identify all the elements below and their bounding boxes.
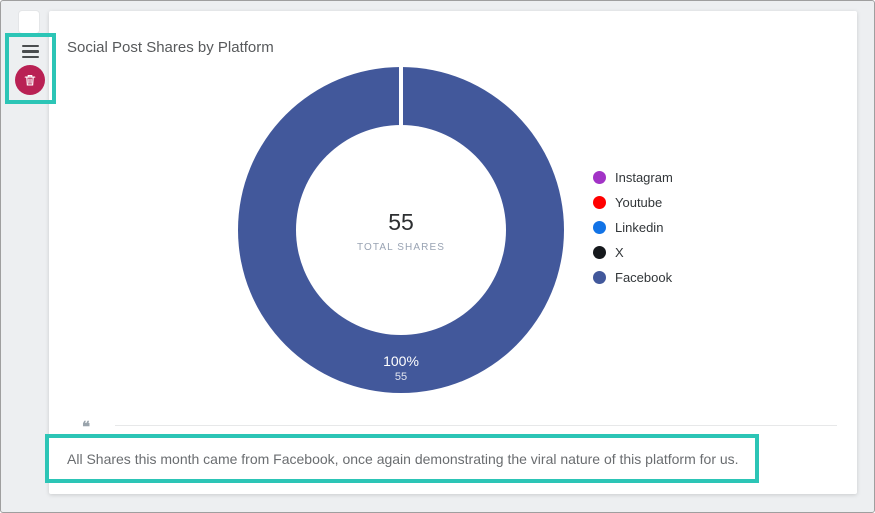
linkedin-marker-icon xyxy=(593,221,606,234)
hamburger-menu-icon[interactable] xyxy=(22,45,39,58)
insight-note-text: All Shares this month came from Facebook… xyxy=(67,450,739,467)
donut-hole xyxy=(296,125,506,335)
legend-item-x[interactable]: X xyxy=(593,245,673,260)
toolbar-highlight-box xyxy=(5,33,56,104)
legend-label: Linkedin xyxy=(615,220,664,235)
legend-item-instagram[interactable]: Instagram xyxy=(593,170,673,185)
slice-percent: 100% xyxy=(383,353,419,369)
total-shares-value: 55 xyxy=(388,209,414,235)
chart-title: Social Post Shares by Platform xyxy=(67,39,274,56)
legend-label: Youtube xyxy=(615,195,663,210)
youtube-marker-icon xyxy=(593,196,606,209)
facebook-slice-label: 100% 55 xyxy=(238,353,564,383)
trash-icon xyxy=(23,73,37,87)
legend-item-youtube[interactable]: Youtube xyxy=(593,195,673,210)
facebook-marker-icon xyxy=(593,271,606,284)
slice-gap xyxy=(399,67,403,126)
quote-icon: ❝ xyxy=(82,419,91,436)
widget-drag-handle[interactable] xyxy=(19,11,39,33)
chart-legend: Instagram Youtube Linkedin X Facebook xyxy=(593,170,673,285)
legend-label: Instagram xyxy=(615,170,673,185)
total-shares-label: TOTAL SHARES xyxy=(356,242,446,253)
chart-widget-card: Social Post Shares by Platform 55 TOTAL … xyxy=(49,11,857,494)
delete-widget-button[interactable] xyxy=(15,65,45,95)
legend-item-linkedin[interactable]: Linkedin xyxy=(593,220,673,235)
legend-item-facebook[interactable]: Facebook xyxy=(593,270,673,285)
legend-label: Facebook xyxy=(615,270,673,285)
divider xyxy=(115,425,837,426)
legend-label: X xyxy=(615,245,624,260)
note-highlight-box: All Shares this month came from Facebook… xyxy=(45,434,759,483)
donut-chart[interactable]: 55 TOTAL SHARES 100% 55 xyxy=(238,67,564,393)
slice-value: 55 xyxy=(394,371,408,383)
instagram-marker-icon xyxy=(593,171,606,184)
donut-center-text: 55 TOTAL SHARES xyxy=(238,209,564,253)
x-marker-icon xyxy=(593,246,606,259)
